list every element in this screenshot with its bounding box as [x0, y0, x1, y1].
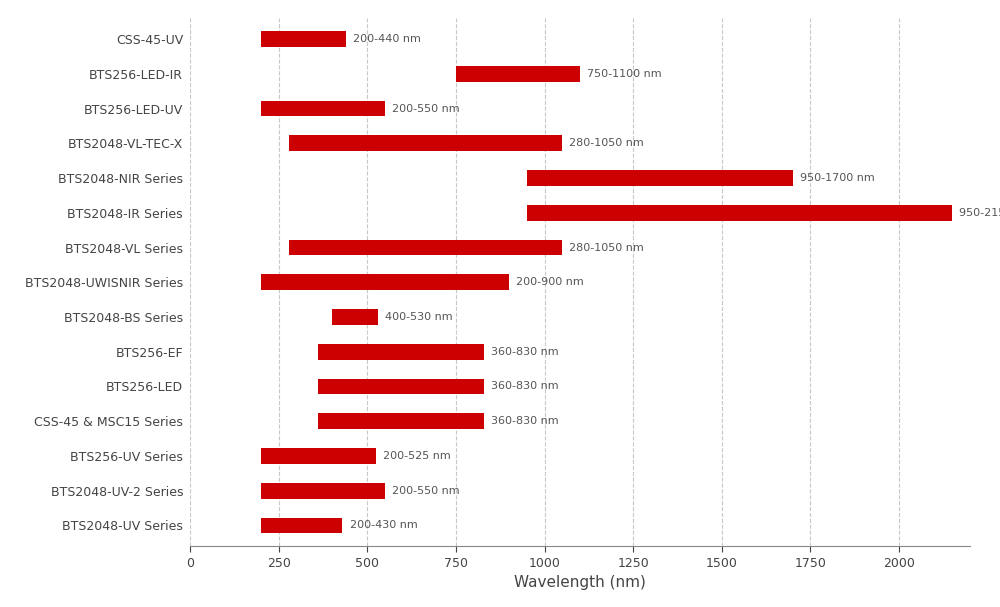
Bar [289, 240, 562, 256]
Bar [261, 448, 376, 464]
Text: 950-1700 nm: 950-1700 nm [800, 173, 875, 183]
Text: 200-550 nm: 200-550 nm [392, 486, 460, 496]
Text: 200-550 nm: 200-550 nm [392, 104, 460, 114]
Text: 280-1050 nm: 280-1050 nm [569, 138, 644, 148]
Bar [456, 66, 580, 81]
Bar [261, 101, 385, 117]
Text: 950-2150 nm: 950-2150 nm [959, 208, 1000, 218]
Bar [318, 413, 484, 429]
Text: 360-830 nm: 360-830 nm [491, 416, 559, 426]
Text: 200-900 nm: 200-900 nm [516, 277, 584, 287]
Text: 200-440 nm: 200-440 nm [353, 34, 421, 44]
Text: 360-830 nm: 360-830 nm [491, 381, 559, 392]
Bar [527, 205, 952, 220]
Bar [261, 274, 509, 290]
Text: 400-530 nm: 400-530 nm [385, 312, 453, 322]
Bar [527, 170, 793, 186]
Bar [261, 518, 342, 534]
Bar [289, 135, 562, 151]
Bar [332, 309, 378, 325]
Bar [318, 344, 484, 359]
Text: 200-430 nm: 200-430 nm [350, 520, 417, 531]
Text: 750-1100 nm: 750-1100 nm [587, 69, 662, 79]
Bar [261, 483, 385, 498]
Text: 280-1050 nm: 280-1050 nm [569, 243, 644, 253]
Bar [261, 31, 346, 47]
Text: 200-525 nm: 200-525 nm [383, 451, 451, 461]
X-axis label: Wavelength (nm): Wavelength (nm) [514, 575, 646, 590]
Text: 360-830 nm: 360-830 nm [491, 347, 559, 357]
Bar [318, 379, 484, 395]
